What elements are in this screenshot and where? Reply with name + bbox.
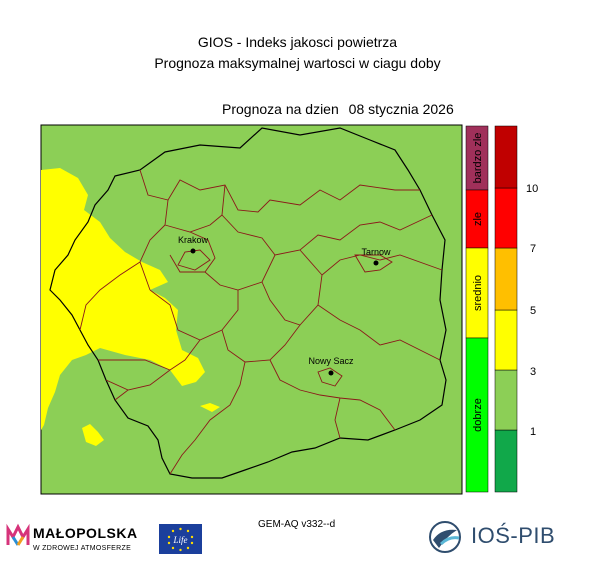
scale-band-4 <box>494 247 518 311</box>
malopolska-slogan: W ZDROWEJ ATMOSFERZE <box>33 545 132 552</box>
city-marker <box>373 260 379 266</box>
scale-label-5: 5 <box>530 305 536 317</box>
forecast-date: 08 stycznia 2026 <box>348 101 454 117</box>
malopolska-logo: MAŁOPOLSKA W ZDROWEJ ATMOSFERZE <box>6 523 137 554</box>
eu-life-logo: Life <box>159 524 202 559</box>
category-label-zle: zle <box>472 212 484 226</box>
scale-label-1: 1 <box>530 426 536 438</box>
scale-band-3 <box>494 309 518 371</box>
forecast-label: Prognoza na dzien <box>222 101 339 117</box>
map-subtitle: Prognoza maksymalnej wartosci w ciagu do… <box>154 55 441 71</box>
ios-pib-name: IOŚ-PIB <box>471 523 556 548</box>
category-legend: bardzo zle zle srednio dobrze <box>465 125 489 493</box>
city-label: Tarnow <box>361 247 391 257</box>
city-marker <box>190 248 196 254</box>
eu-life-text: Life <box>172 535 187 545</box>
scale-label-7: 7 <box>530 243 536 255</box>
map-title: GIOS - Indeks jakosci powietrza <box>197 34 398 50</box>
moderate-zone-south <box>82 424 104 446</box>
category-dobrze <box>465 337 489 493</box>
malopolska-m-icon <box>6 523 30 546</box>
city-label: Nowy Sacz <box>308 356 354 366</box>
eu-flag-icon: Life <box>159 524 202 554</box>
model-version: GEM-AQ v332--d <box>258 519 336 530</box>
category-label-srednio: srednio <box>472 275 484 311</box>
city-nowy-sacz: Nowy Sacz <box>308 356 354 376</box>
index-scale: 1 3 5 7 10 <box>494 125 538 493</box>
scale-band-2 <box>494 369 518 431</box>
forecast-date-line: Prognoza na dzien 08 stycznia 2026 <box>222 101 460 117</box>
ios-pib-logo: IOŚ-PIB <box>427 518 555 561</box>
scale-label-3: 3 <box>530 366 536 378</box>
malopolska-name: MAŁOPOLSKA <box>33 525 138 541</box>
scale-band-1 <box>494 429 518 493</box>
category-label-bardzo-zle: bardzo zle <box>472 133 484 184</box>
city-krakow: Krakow <box>178 235 209 254</box>
scale-band-6 <box>494 125 518 189</box>
city-tarnow: Tarnow <box>361 247 391 266</box>
moderate-zone-small <box>200 403 220 412</box>
moderate-zone-west <box>41 168 205 430</box>
category-label-dobrze: dobrze <box>472 398 484 432</box>
scale-label-10: 10 <box>526 183 538 195</box>
city-marker <box>328 370 334 376</box>
voivodeship-border <box>49 127 447 479</box>
district-boundaries <box>79 169 443 475</box>
city-label: Krakow <box>178 235 209 245</box>
scale-band-5 <box>494 187 518 249</box>
ios-pib-icon <box>429 521 461 553</box>
